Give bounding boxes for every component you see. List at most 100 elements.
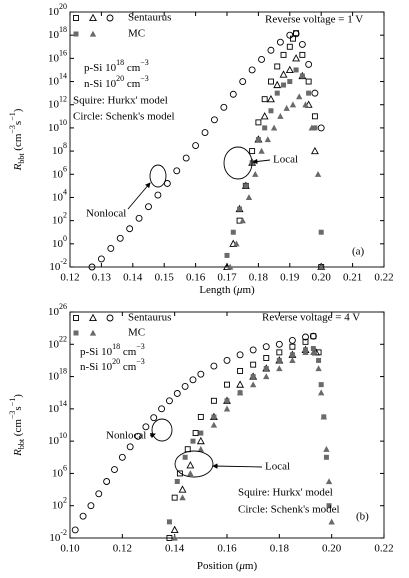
data-point: [166, 519, 172, 525]
data-point: [268, 108, 274, 114]
data-point: [236, 389, 244, 396]
text-segment: 10: [48, 370, 60, 382]
data-point: [87, 502, 95, 510]
data-point: [261, 96, 268, 103]
x-axis-label: Position (μm): [197, 560, 258, 572]
text-segment: 10: [52, 214, 64, 226]
data-point: [142, 423, 150, 431]
data-point: [179, 494, 186, 501]
data-point: [316, 357, 322, 363]
text-segment: 10: [52, 145, 64, 157]
text-segment: 20: [116, 74, 124, 83]
data-point: [276, 349, 283, 356]
text-segment: 10: [48, 6, 60, 18]
x-tick-label: 0.12: [113, 543, 132, 555]
data-point: [226, 263, 234, 270]
data-point: [263, 355, 270, 361]
data-point: [285, 65, 294, 74]
data-point: [189, 376, 197, 384]
y-tick-label: 108: [52, 141, 67, 156]
panel-label: (b): [356, 511, 369, 523]
annotation: n-Si 1020 cm−3: [84, 74, 149, 89]
text-segment: R: [12, 449, 24, 457]
y-tick-label: 1014: [48, 72, 67, 87]
text-segment: −3: [140, 74, 149, 83]
data-point: [306, 90, 312, 96]
text-segment: ): [12, 108, 24, 112]
data-point: [248, 66, 256, 74]
data-point: [192, 142, 200, 150]
arrow: [127, 182, 151, 210]
x-tick-label: 0.20: [312, 272, 332, 284]
data-point: [197, 413, 204, 420]
x-tick-label: 0.18: [249, 272, 269, 284]
legend-marker: [89, 13, 97, 22]
text-segment: p-Si 10: [84, 62, 117, 74]
text-segment: 10: [48, 121, 60, 133]
y-tick-label: 1016: [48, 49, 67, 64]
data-point: [224, 381, 230, 388]
y-tick-label: 1020: [48, 2, 67, 17]
data-point: [150, 414, 158, 422]
text-segment: -2: [60, 528, 67, 537]
data-point: [274, 90, 280, 96]
text-segment: 20: [112, 357, 120, 366]
text-segment: Position (: [197, 560, 240, 572]
callout-ellipse: [151, 418, 173, 442]
data-point: [190, 438, 196, 444]
data-point: [305, 60, 313, 68]
text-segment: n-Si 10: [80, 361, 113, 373]
data-point: [289, 35, 296, 42]
data-point: [135, 214, 143, 222]
data-point: [223, 356, 231, 364]
text-segment: s: [12, 406, 24, 410]
text-segment: R: [12, 163, 24, 171]
data-point: [237, 206, 243, 212]
text-segment: 10: [48, 52, 60, 64]
text-segment: 14: [59, 399, 67, 408]
text-segment: −3: [140, 58, 149, 67]
text-segment: 2: [63, 211, 67, 220]
plot-frame: [69, 11, 385, 268]
data-point: [154, 191, 162, 199]
data-point: [252, 170, 259, 177]
data-point: [249, 148, 256, 155]
x-tick-label: 0.13: [92, 272, 112, 284]
text-segment: −3: [136, 342, 145, 351]
data-point: [299, 73, 305, 79]
text-segment: 10: [59, 118, 67, 127]
data-point: [289, 357, 296, 364]
annotation: p-Si 1018 cm−3: [84, 58, 149, 73]
data-point: [245, 194, 253, 201]
data-point: [249, 381, 257, 388]
data-point: [286, 43, 293, 50]
data-point: [166, 535, 173, 541]
data-point: [255, 119, 262, 126]
data-point: [318, 229, 324, 235]
data-point: [293, 67, 299, 73]
legend-label: MC: [128, 28, 145, 40]
data-point: [224, 252, 230, 258]
data-point: [233, 240, 240, 247]
data-point: [239, 78, 247, 85]
callout-ellipse: [149, 164, 167, 188]
data-point: [118, 453, 126, 461]
y-tick-label: 1012: [48, 95, 67, 110]
data-point: [312, 125, 318, 131]
data-point: [229, 90, 237, 98]
data-point: [196, 436, 205, 445]
text-segment: ): [12, 394, 24, 398]
data-point: [197, 370, 205, 378]
annotation: Circle: Schenk's model: [73, 111, 175, 123]
legend-marker: [89, 30, 97, 37]
text-segment: 10: [48, 98, 60, 110]
data-point: [210, 116, 218, 124]
data-point: [310, 346, 316, 352]
data-point: [318, 382, 324, 388]
data-point: [280, 51, 287, 58]
data-point: [299, 51, 306, 58]
text-segment: 14: [59, 72, 67, 81]
text-segment: 0: [63, 234, 67, 243]
text-segment: (cm: [12, 419, 24, 439]
annotation: Local: [265, 461, 290, 473]
